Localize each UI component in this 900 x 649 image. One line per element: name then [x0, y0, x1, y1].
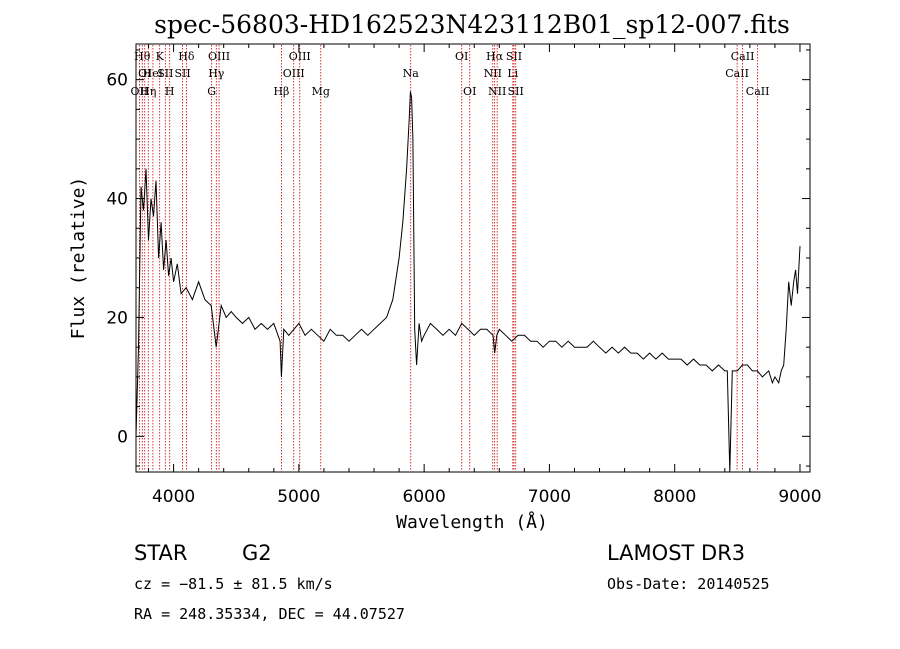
- line-marker-label: Hδ: [178, 50, 195, 63]
- x-tick-label: 4000: [152, 487, 195, 507]
- y-tick-label: 40: [106, 190, 128, 210]
- spectral-line-markers: OII Hθ OI Hη HeI K SII H Hδ SII G Hγ OIII Hβ OIII OIII M…: [131, 45, 770, 471]
- x-tick-label: 6000: [403, 487, 446, 507]
- line-marker-label: NII: [488, 85, 506, 98]
- y-tick-label: 0: [117, 427, 128, 447]
- x-tick-label: 9000: [778, 487, 821, 507]
- line-marker-label: K: [156, 50, 165, 63]
- line-marker-label: OIII: [283, 67, 305, 80]
- object-class: STAR: [134, 541, 187, 565]
- line-marker-label: Na: [403, 67, 420, 80]
- line-marker-label: SII: [506, 50, 522, 63]
- line-marker-label: OIII: [208, 50, 230, 63]
- x-tick-label: 8000: [653, 487, 696, 507]
- redshift-text: cz = −81.5 ± 81.5 km/s: [134, 575, 333, 593]
- line-marker-label: OI: [455, 50, 468, 63]
- line-marker-label: SII: [508, 85, 524, 98]
- y-axis: 0 20 40 60: [106, 49, 810, 467]
- y-tick-label: 60: [106, 71, 128, 91]
- y-tick-label: 20: [106, 308, 128, 328]
- line-marker-label: Hβ: [273, 85, 289, 98]
- obs-date-text: Obs-Date: 20140525: [607, 575, 770, 593]
- line-marker-label: OI: [463, 85, 476, 98]
- y-axis-label: Flux (relative): [68, 177, 89, 340]
- line-marker-label: Hα: [486, 50, 504, 63]
- x-tick-label: 5000: [277, 487, 320, 507]
- line-marker-label: Li: [507, 67, 518, 80]
- chart-title: spec-56803-HD162523N423112B01_sp12-007.f…: [154, 10, 790, 39]
- line-marker-label: OIII: [289, 50, 311, 63]
- line-marker-label: OII: [131, 85, 149, 98]
- line-marker-label: CaII: [731, 50, 755, 63]
- line-marker-label: Mg: [312, 85, 330, 98]
- line-marker-label: Hη: [140, 85, 156, 98]
- coordinates-text: RA = 248.35334, DEC = 44.07527: [134, 605, 405, 623]
- line-marker-label: SII: [157, 67, 173, 80]
- line-marker-label: Hγ: [208, 67, 225, 80]
- x-tick-label: 7000: [528, 487, 571, 507]
- line-marker-label: NII: [484, 67, 502, 80]
- object-subclass: G2: [242, 541, 272, 565]
- survey-name: LAMOST DR3: [607, 541, 745, 565]
- line-marker-label: SII: [174, 67, 190, 80]
- spectrum-line: [135, 91, 801, 473]
- line-marker-label: G: [207, 85, 216, 98]
- line-marker-label: CaII: [746, 85, 770, 98]
- plot-frame: [135, 43, 811, 473]
- x-axis: 4000 5000 6000 7000 8000 9000: [148, 44, 822, 507]
- line-marker-label: Hθ: [134, 50, 151, 63]
- line-marker-label: CaII: [725, 67, 749, 80]
- line-marker-label: HeI: [143, 67, 163, 80]
- line-marker-label: H: [165, 85, 175, 98]
- x-axis-label: Wavelength (Å): [396, 511, 548, 533]
